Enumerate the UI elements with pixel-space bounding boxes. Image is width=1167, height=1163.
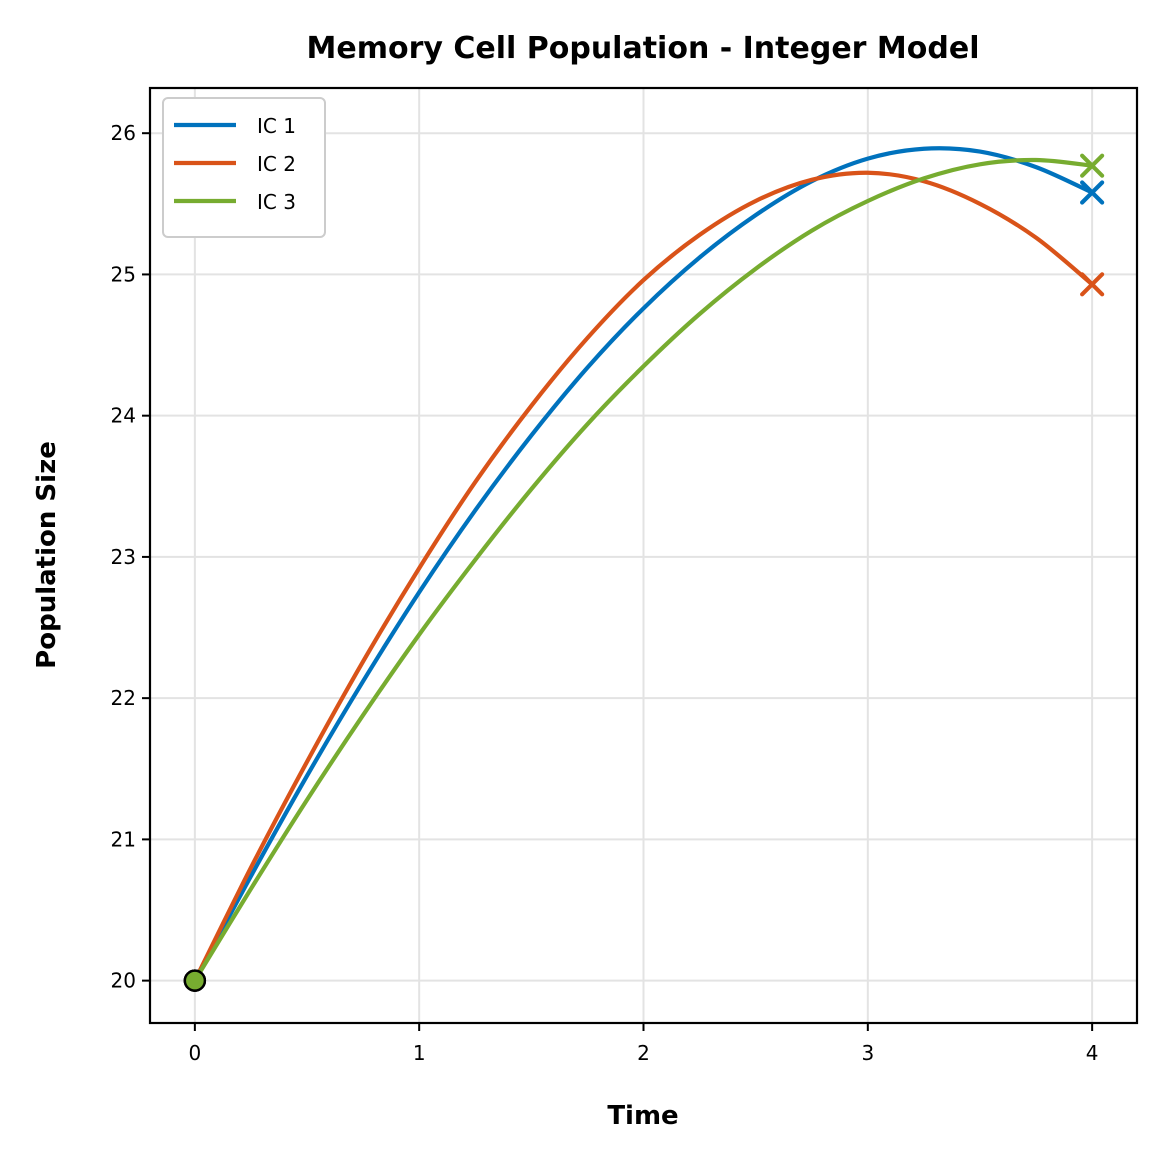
y-tick-label: 25 [111,262,136,286]
y-tick-label: 20 [111,969,136,993]
y-tick-label: 22 [111,686,136,710]
legend-label-ic-2: IC 2 [257,152,296,176]
series-layer [192,146,1095,983]
y-tick-label: 23 [111,545,136,569]
marker-layer [183,153,1105,992]
end-marker-ic-3 [1080,153,1105,178]
end-marker-ic-2 [1080,272,1105,297]
x-tick-label: 1 [413,1041,426,1065]
series-line-ic-2 [192,170,1095,983]
y-axis-label: Population Size [32,441,62,669]
y-tick-label: 21 [111,827,136,851]
x-tick-label: 2 [637,1041,650,1065]
x-axis-label: Time [607,1101,678,1131]
legend-label-ic-1: IC 1 [257,114,296,138]
y-tick-label: 24 [111,404,136,428]
legend-label-ic-3: IC 3 [257,190,296,214]
y-tick-label: 26 [111,121,136,145]
x-tick-label: 3 [861,1041,874,1065]
x-tick-label: 0 [188,1041,201,1065]
x-tick-label: 4 [1086,1041,1099,1065]
legend-box [162,97,326,238]
series-line-ic-1 [192,146,1095,983]
start-marker-ic-3 [183,969,207,992]
chart-title: Memory Cell Population - Integer Model [307,31,980,66]
end-marker-ic-1 [1080,180,1105,205]
legend: IC 1 IC 2 IC 3 [162,97,326,238]
series-line-ic-3 [192,157,1095,983]
